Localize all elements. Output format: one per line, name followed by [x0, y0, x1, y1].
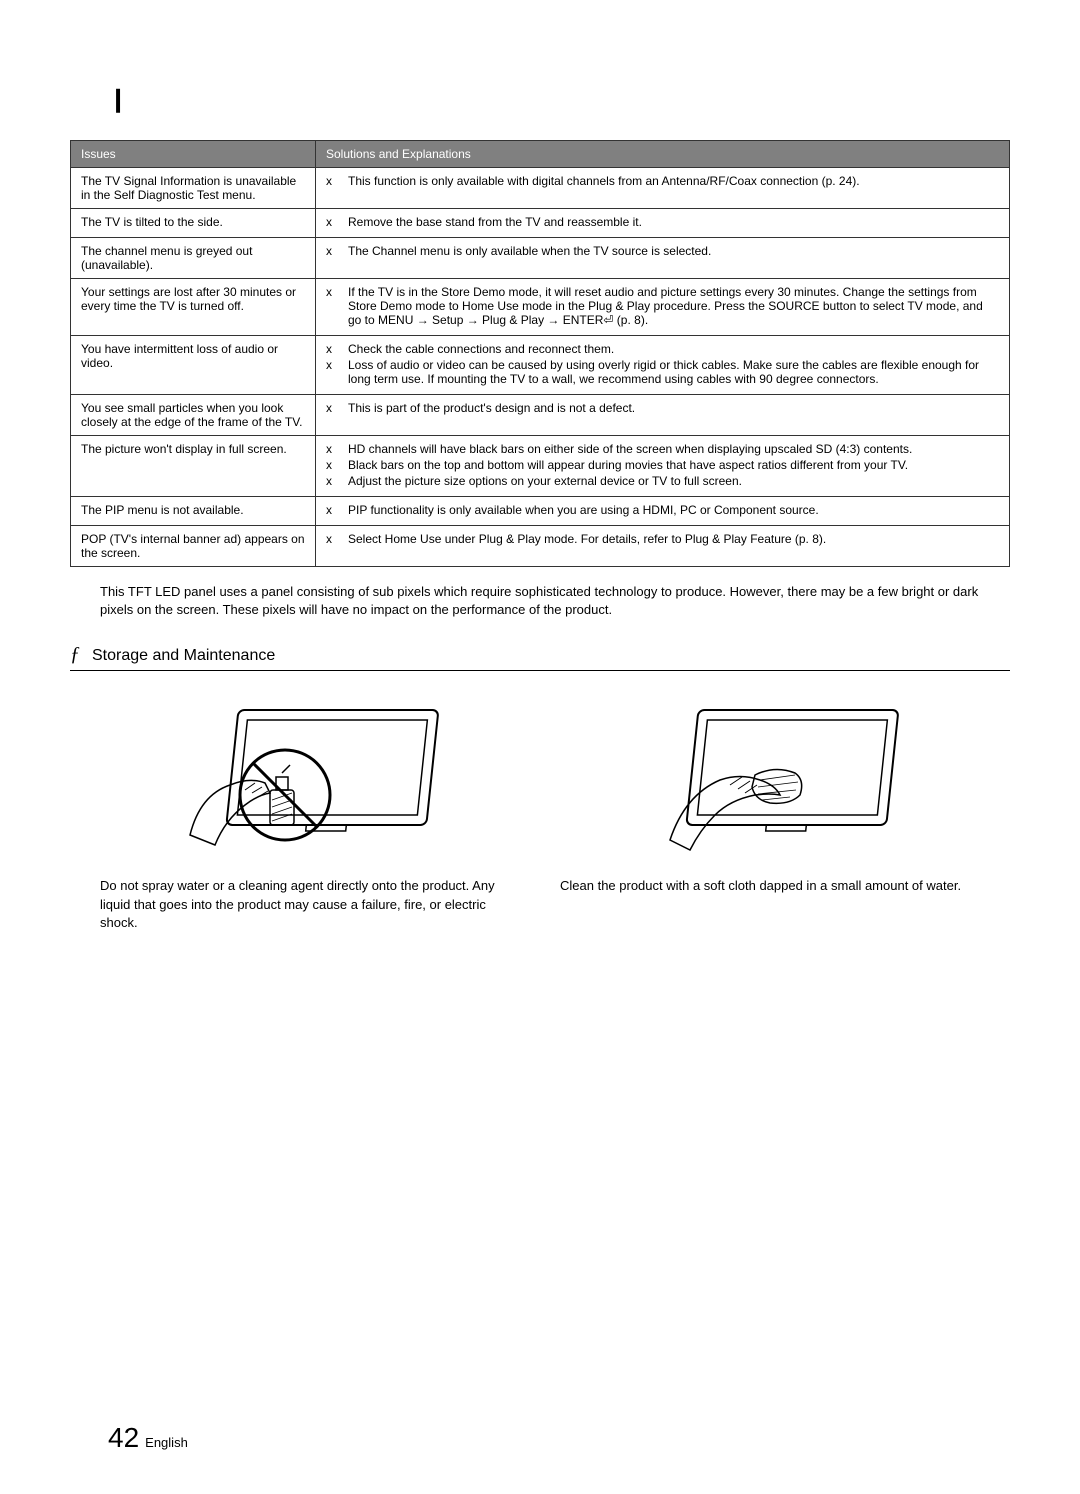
solution-cell: x This function is only available with di… — [316, 168, 1010, 209]
table-row: Your settings are lost after 30 minutes … — [71, 279, 1010, 336]
solution-text: Check the cable connections and reconnec… — [348, 342, 999, 356]
issue-cell: The TV Signal Information is unavailable… — [71, 168, 316, 209]
table-row: The picture won't display in full screen… — [71, 436, 1010, 497]
solution-text: Remove the base stand from the TV and re… — [348, 215, 999, 229]
bullet-icon: x — [326, 285, 338, 299]
solution-text: Black bars on the top and bottom will ap… — [348, 458, 999, 472]
solution-cell: x HD channels will have black bars on eit… — [316, 436, 1010, 497]
solution-item: x HD channels will have black bars on eit… — [326, 442, 999, 456]
issue-cell: You see small particles when you look cl… — [71, 395, 316, 436]
solution-cell: x This is part of the product's design an… — [316, 395, 1010, 436]
bullet-icon: x — [326, 401, 338, 415]
solution-cell: x Remove the base stand from the TV and r… — [316, 209, 1010, 238]
table-row: The TV Signal Information is unavailable… — [71, 168, 1010, 209]
table-row: The TV is tilted to the side. x Remove the… — [71, 209, 1010, 238]
page-number: 42 — [108, 1422, 139, 1454]
section-symbol-icon: ƒ — [70, 643, 80, 666]
clean-cloth-illustration — [630, 695, 910, 865]
left-image-column: Do not spray water or a cleaning agent d… — [100, 695, 520, 932]
bullet-icon: x — [326, 358, 338, 372]
solution-text: PIP functionality is only available when… — [348, 503, 999, 517]
section-title: Storage and Maintenance — [92, 647, 275, 665]
solution-cell: x The Channel menu is only available when… — [316, 238, 1010, 279]
maintenance-images-row: Do not spray water or a cleaning agent d… — [70, 695, 1010, 932]
solution-text: Select Home Use under Plug & Play mode. … — [348, 532, 999, 546]
bullet-icon: x — [326, 532, 338, 546]
page-footer: 42 English — [108, 1422, 188, 1454]
solution-text: This function is only available with dig… — [348, 174, 999, 188]
troubleshooting-table: Issues Solutions and Explanations The TV… — [70, 140, 1010, 567]
bullet-icon: x — [326, 458, 338, 472]
solution-cell: x Check the cable connections and reconne… — [316, 336, 1010, 395]
section-heading: ƒ Storage and Maintenance — [70, 643, 1010, 671]
solution-cell: x Select Home Use under Plug & Play mode.… — [316, 526, 1010, 567]
table-row: The PIP menu is not available. x PIP funct… — [71, 497, 1010, 526]
solution-item: x This is part of the product's design an… — [326, 401, 999, 415]
table-row: You have intermittent loss of audio or v… — [71, 336, 1010, 395]
bullet-icon: x — [326, 244, 338, 258]
solution-text: Loss of audio or video can be caused by … — [348, 358, 999, 386]
right-caption: Clean the product with a soft cloth dapp… — [560, 877, 980, 895]
solution-text: If the TV is in the Store Demo mode, it … — [348, 285, 999, 327]
table-header-solutions: Solutions and Explanations — [316, 141, 1010, 168]
bullet-icon: x — [326, 503, 338, 517]
solution-text: The Channel menu is only available when … — [348, 244, 999, 258]
solution-cell: x PIP functionality is only available whe… — [316, 497, 1010, 526]
bullet-icon: x — [326, 442, 338, 456]
solution-item: x Loss of audio or video can be caused by… — [326, 358, 999, 386]
solution-item: x Check the cable connections and reconne… — [326, 342, 999, 356]
footer-language: English — [145, 1435, 188, 1450]
solution-item: x Adjust the picture size options on your… — [326, 474, 999, 488]
tft-note: This TFT LED panel uses a panel consisti… — [100, 583, 980, 619]
solution-item: x This function is only available with di… — [326, 174, 999, 188]
issue-cell: The PIP menu is not available. — [71, 497, 316, 526]
solution-item: x The Channel menu is only available when… — [326, 244, 999, 258]
solution-cell: x If the TV is in the Store Demo mode, it… — [316, 279, 1010, 336]
no-spray-illustration — [170, 695, 450, 865]
table-row: You see small particles when you look cl… — [71, 395, 1010, 436]
left-caption: Do not spray water or a cleaning agent d… — [100, 877, 520, 932]
solution-item: x Black bars on the top and bottom will a… — [326, 458, 999, 472]
issue-cell: The channel menu is greyed out (unavaila… — [71, 238, 316, 279]
solution-text: This is part of the product's design and… — [348, 401, 999, 415]
table-row: The channel menu is greyed out (unavaila… — [71, 238, 1010, 279]
solution-text: HD channels will have black bars on eith… — [348, 442, 999, 456]
solution-item: x PIP functionality is only available whe… — [326, 503, 999, 517]
issue-cell: Your settings are lost after 30 minutes … — [71, 279, 316, 336]
solution-item: x If the TV is in the Store Demo mode, it… — [326, 285, 999, 327]
bullet-icon: x — [326, 474, 338, 488]
table-row: POP (TV's internal banner ad) appears on… — [71, 526, 1010, 567]
issue-cell: POP (TV's internal banner ad) appears on… — [71, 526, 316, 567]
solution-text: Adjust the picture size options on your … — [348, 474, 999, 488]
solution-item: x Select Home Use under Plug & Play mode.… — [326, 532, 999, 546]
solution-item: x Remove the base stand from the TV and r… — [326, 215, 999, 229]
bullet-icon: x — [326, 174, 338, 188]
bullet-icon: x — [326, 342, 338, 356]
issue-cell: You have intermittent loss of audio or v… — [71, 336, 316, 395]
right-image-column: Clean the product with a soft cloth dapp… — [560, 695, 980, 932]
issue-cell: The picture won't display in full screen… — [71, 436, 316, 497]
issue-cell: The TV is tilted to the side. — [71, 209, 316, 238]
page-section-marker: ❙ — [108, 85, 128, 114]
table-header-issues: Issues — [71, 141, 316, 168]
bullet-icon: x — [326, 215, 338, 229]
